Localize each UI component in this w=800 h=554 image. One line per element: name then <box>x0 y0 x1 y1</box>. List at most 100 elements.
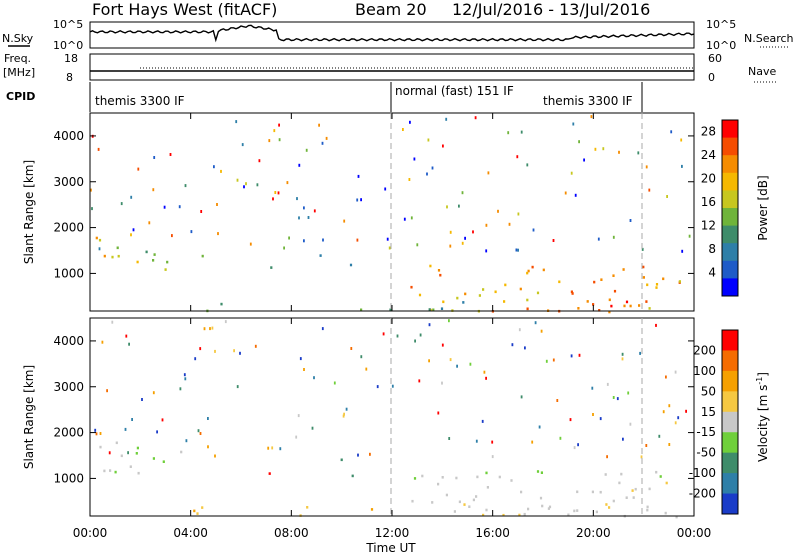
heatmap-cell <box>267 446 270 450</box>
heatmap-cell <box>207 445 209 449</box>
heatmap-cell <box>360 355 363 359</box>
heatmap-cell <box>97 147 100 151</box>
heatmap-cell <box>178 205 181 209</box>
colorbar-swatch <box>722 137 738 156</box>
heatmap-cell <box>449 358 452 362</box>
y-tick-label: 4000 <box>53 334 84 348</box>
heatmap-cell <box>365 367 368 371</box>
heatmap-cell <box>598 309 601 312</box>
colorbar-tick: -15 <box>696 425 716 439</box>
heatmap-cell <box>360 198 362 202</box>
heatmap-cell <box>456 364 458 368</box>
colorbar-swatch <box>722 260 738 279</box>
heatmap-cell <box>569 418 572 422</box>
heatmap-cell <box>233 349 235 353</box>
heatmap-cell <box>152 188 155 192</box>
heatmap-cell <box>108 451 111 455</box>
heatmap-cell <box>518 513 521 517</box>
heatmap-cell <box>413 157 416 161</box>
heatmap-cell <box>418 293 422 297</box>
heatmap-cell <box>103 254 106 258</box>
heatmap-cell <box>662 410 665 414</box>
heatmap-cell <box>608 310 611 314</box>
heatmap-cell <box>612 396 615 399</box>
x-tick-label: 00:00 <box>73 526 108 540</box>
heatmap-cell <box>648 487 651 491</box>
heatmap-cell <box>431 166 434 170</box>
heatmap-cell <box>169 153 172 156</box>
heatmap-cell <box>295 435 298 439</box>
heatmap-cell <box>197 429 200 433</box>
heatmap-cell <box>674 370 677 374</box>
velocity-heatmap <box>94 319 687 519</box>
heatmap-cell <box>475 495 478 498</box>
heatmap-cell <box>618 150 620 154</box>
heatmap-cell <box>472 498 475 502</box>
heatmap-cell <box>625 496 628 499</box>
heatmap-cell <box>527 269 530 273</box>
heatmap-cell <box>593 280 596 284</box>
heatmap-cell <box>449 230 452 234</box>
colorbar-swatch <box>722 493 738 515</box>
beam-title: Beam 20 <box>355 0 427 19</box>
heatmap-cell <box>442 144 444 148</box>
heatmap-cell <box>243 185 245 189</box>
heatmap-cell <box>213 165 215 169</box>
colorbar-swatch <box>722 411 738 433</box>
colorbar-swatch <box>722 190 738 209</box>
heatmap-cell <box>125 334 128 338</box>
heatmap-cell <box>487 171 490 175</box>
heatmap-cell <box>526 298 529 302</box>
heatmap-cell <box>183 373 186 377</box>
heatmap-cell <box>476 475 479 479</box>
heatmap-cell <box>117 254 120 258</box>
heatmap-cell <box>268 472 271 475</box>
heatmap-cell <box>494 290 497 294</box>
y-tick-label: 3000 <box>53 380 84 394</box>
heatmap-cell <box>115 441 118 445</box>
heatmap-cell <box>639 351 641 355</box>
heatmap-cell <box>542 268 545 272</box>
heatmap-cell <box>629 219 632 222</box>
heatmap-cell <box>340 458 343 462</box>
heatmap-cell <box>573 509 576 513</box>
heatmap-cell <box>621 352 624 356</box>
heatmap-cell <box>482 288 485 291</box>
heatmap-cell <box>659 475 662 478</box>
heatmap-cell <box>236 385 239 389</box>
heatmap-cell <box>564 191 567 195</box>
heatmap-cell <box>518 328 521 332</box>
heatmap-cell <box>572 122 575 126</box>
colorbar-tick: 12 <box>701 219 716 233</box>
heatmap-cell <box>573 446 576 450</box>
heatmap-cell <box>621 357 624 361</box>
heatmap-cell <box>645 300 648 303</box>
colorbar-swatch <box>722 391 738 413</box>
heatmap-cell <box>592 303 595 306</box>
heatmap-cell <box>129 465 132 468</box>
heatmap-cell <box>428 359 430 363</box>
heatmap-cell <box>475 439 478 443</box>
heatmap-cell <box>209 327 211 331</box>
noise-left-tick-top: 10^5 <box>53 18 83 31</box>
heatmap-cell <box>441 476 444 479</box>
y-tick-label: 2000 <box>53 221 84 235</box>
heatmap-cell <box>602 147 605 151</box>
heatmap-cell <box>389 308 392 312</box>
heatmap-cell <box>190 230 193 234</box>
noise-series-line <box>89 24 695 43</box>
heatmap-cell <box>517 212 520 216</box>
heatmap-cell <box>321 141 324 145</box>
heatmap-cell <box>384 187 387 191</box>
heatmap-cell <box>203 327 206 331</box>
velocity-colorbar: 200 100 50 15 -15 -50 -100 -200 <box>689 329 739 515</box>
heatmap-cell <box>536 291 540 295</box>
heatmap-cell <box>648 188 651 192</box>
heatmap-cell <box>577 307 580 310</box>
heatmap-cell <box>497 209 499 213</box>
heatmap-cell <box>421 474 424 478</box>
heatmap-cell <box>428 323 431 327</box>
heatmap-cell <box>437 411 440 415</box>
heatmap-cell <box>120 454 123 458</box>
heatmap-cell <box>307 216 310 219</box>
